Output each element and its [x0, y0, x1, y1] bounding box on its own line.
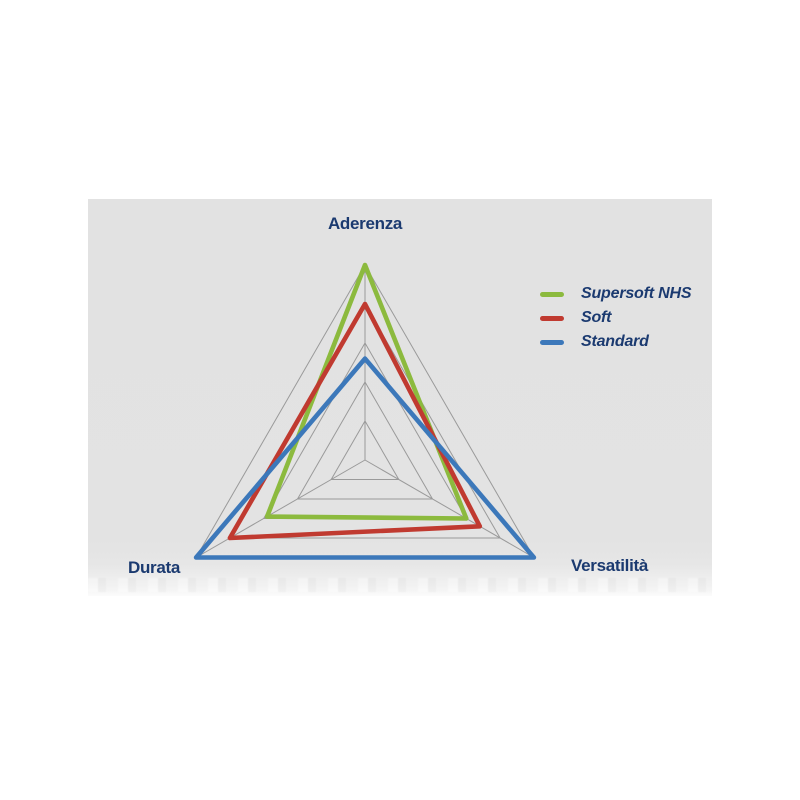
grid-ring-1	[330, 420, 400, 480]
legend: Supersoft NHS Soft Standard	[540, 282, 692, 354]
grid-ring-2	[297, 381, 433, 500]
axis-label-aderenza: Aderenza	[327, 214, 403, 233]
legend-swatch-standard-icon	[540, 339, 564, 345]
legend-item-soft: Soft	[540, 306, 691, 330]
legend-item-standard: Standard	[540, 330, 691, 354]
grid-spoke-Versatilità	[364, 459, 535, 558]
chart-panel: Aderenza Durata Versatilità Supersoft NH…	[88, 199, 712, 596]
legend-item-supersoft-nhs: Supersoft NHS	[540, 282, 692, 306]
axis-label-durata: Durata	[128, 558, 181, 577]
radar-chart	[193, 262, 537, 560]
legend-swatch-supersoft-nhs-icon	[540, 291, 564, 297]
legend-label-standard: Standard	[581, 333, 649, 350]
panel-bottom-texture	[88, 578, 712, 592]
legend-label-supersoft-nhs: Supersoft NHS	[581, 285, 692, 302]
legend-swatch-soft-icon	[540, 315, 564, 321]
grid-spoke-Durata	[195, 459, 366, 558]
axis-label-versatilita: Versatilità	[571, 556, 649, 575]
series-soft	[227, 301, 483, 541]
series-standard	[193, 356, 537, 560]
legend-label-soft: Soft	[581, 309, 612, 326]
